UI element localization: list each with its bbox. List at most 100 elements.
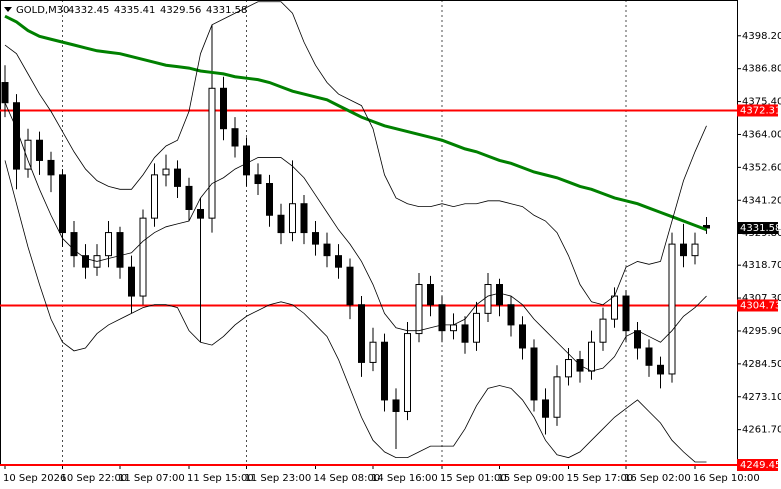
level-box bbox=[737, 459, 778, 471]
candle-body bbox=[139, 217, 147, 297]
header-low: 4329.56 bbox=[160, 5, 201, 16]
current-price-label: 4331.58 bbox=[740, 223, 781, 234]
indicator-line bbox=[4, 102, 707, 372]
candle-body bbox=[36, 139, 43, 161]
indicator-line bbox=[4, 14, 708, 232]
candle-body bbox=[484, 284, 492, 314]
candle-body bbox=[243, 145, 250, 176]
candle-body bbox=[668, 243, 676, 375]
level-label: 4304.73 bbox=[740, 300, 781, 311]
x-tick-label: 15 Sep 09:00 bbox=[498, 473, 565, 484]
header: GOLD,M30 4332.45 4335.41 4329.56 4331.58 bbox=[4, 5, 247, 16]
y-tick-label: 4352.60 bbox=[742, 162, 781, 173]
y-tick-label: 4307.30 bbox=[742, 293, 781, 304]
indicator-line bbox=[4, 1, 707, 306]
x-tick-label: 16 Sep 02:00 bbox=[624, 473, 691, 484]
candle-body bbox=[530, 347, 538, 401]
candle-body bbox=[427, 284, 434, 306]
candle-body bbox=[231, 128, 239, 147]
candle-body bbox=[680, 243, 687, 257]
candle-body bbox=[404, 333, 411, 412]
candle-body bbox=[335, 255, 342, 268]
header-high: 4335.41 bbox=[114, 5, 155, 16]
y-tick-label: 4273.10 bbox=[742, 392, 781, 403]
candle-body bbox=[369, 341, 377, 363]
candle-body bbox=[105, 232, 112, 257]
x-tick-label: 10 Sep 22:00 bbox=[61, 473, 128, 484]
x-tick-label: 15 Sep 01:00 bbox=[440, 473, 507, 484]
y-tick-label: 4284.50 bbox=[742, 359, 781, 370]
candle-body bbox=[254, 174, 262, 185]
header-arrow bbox=[4, 7, 12, 12]
candle-body bbox=[312, 232, 319, 245]
x-tick-label: 10 Sep 2026 bbox=[3, 473, 66, 484]
candle-body bbox=[392, 399, 400, 412]
candle-body bbox=[622, 295, 630, 332]
candle-body bbox=[47, 159, 55, 176]
current-price-box bbox=[737, 222, 778, 235]
candle-body bbox=[70, 232, 78, 257]
level-label: 4249.45 bbox=[740, 460, 781, 471]
x-tick-label: 14 Sep 16:00 bbox=[371, 473, 438, 484]
candle-body bbox=[691, 243, 699, 257]
y-tick-label: 4318.70 bbox=[742, 260, 781, 271]
x-tick-label: 11 Sep 07:00 bbox=[118, 473, 185, 484]
y-tick-label: 4375.40 bbox=[742, 97, 781, 108]
candle-body bbox=[24, 139, 32, 170]
indicator-line bbox=[4, 160, 707, 463]
candle-body bbox=[323, 243, 331, 257]
candle-body bbox=[208, 87, 216, 219]
candle-body bbox=[220, 87, 227, 130]
candle-body bbox=[461, 324, 469, 343]
candle-body bbox=[542, 399, 549, 418]
candle-body bbox=[266, 183, 273, 216]
candle-body bbox=[346, 266, 354, 306]
candle-body bbox=[277, 214, 285, 234]
candle-body bbox=[358, 304, 365, 363]
candle-body bbox=[59, 174, 66, 234]
candle-body bbox=[174, 168, 181, 187]
candle-body bbox=[415, 284, 423, 335]
symbol: GOLD,M30 bbox=[16, 5, 69, 16]
candle-body bbox=[496, 284, 503, 306]
level-box bbox=[737, 299, 778, 312]
candle-body bbox=[162, 168, 170, 176]
x-tick-label: 15 Sep 17:00 bbox=[567, 473, 634, 484]
candle-body bbox=[599, 318, 607, 343]
x-tick-label: 14 Sep 08:00 bbox=[314, 473, 381, 484]
candle-body bbox=[381, 341, 388, 401]
header-open: 4332.45 bbox=[68, 5, 109, 16]
candle-body bbox=[185, 185, 193, 210]
candle-body bbox=[289, 203, 296, 234]
candle-body bbox=[473, 312, 480, 343]
y-tick-label: 4341.20 bbox=[742, 195, 781, 206]
candle-body bbox=[450, 324, 457, 332]
y-tick-label: 4261.70 bbox=[742, 425, 781, 436]
x-tick-label: 11 Sep 23:00 bbox=[245, 473, 312, 484]
candle-body bbox=[438, 304, 446, 332]
candle-body bbox=[588, 341, 595, 372]
candle-body bbox=[116, 232, 124, 268]
candle-body bbox=[300, 203, 308, 234]
candle-body bbox=[13, 102, 20, 170]
candle-body bbox=[82, 255, 89, 268]
candle-body bbox=[645, 347, 653, 366]
x-tick-label: 11 Sep 15:00 bbox=[187, 473, 254, 484]
candle-body bbox=[657, 364, 664, 375]
candle-body bbox=[703, 225, 710, 229]
y-tick-label: 4295.90 bbox=[742, 326, 781, 337]
candle-body bbox=[611, 295, 618, 320]
candle-body bbox=[197, 208, 204, 219]
level-box bbox=[737, 104, 778, 117]
candle-body bbox=[553, 376, 561, 418]
y-tick-label: 4386.80 bbox=[742, 64, 781, 75]
y-tick-label: 4398.20 bbox=[742, 31, 781, 42]
candle-body bbox=[519, 324, 526, 349]
candle-body bbox=[128, 266, 135, 297]
candle-body bbox=[634, 330, 641, 349]
candle-body bbox=[151, 174, 158, 219]
candle-body bbox=[1, 82, 9, 104]
level-label: 4372.31 bbox=[740, 105, 781, 116]
header-close: 4331.58 bbox=[206, 5, 247, 16]
